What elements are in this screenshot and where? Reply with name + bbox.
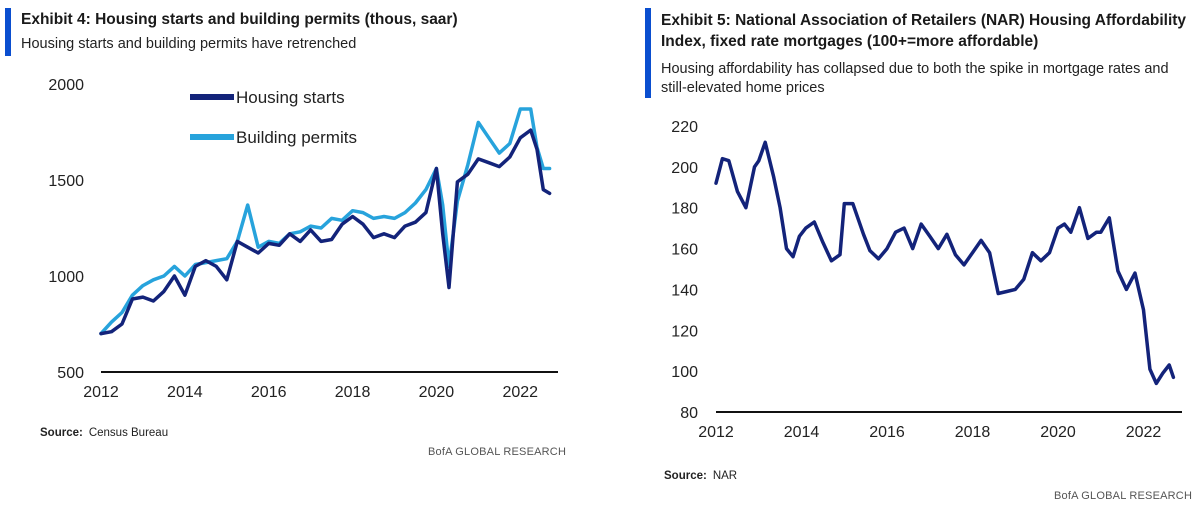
series-line-housing-starts — [99, 128, 552, 336]
x-tick-label: 2022 — [502, 384, 538, 401]
y-tick-label: 2000 — [48, 77, 84, 94]
legend-label: Housing starts — [236, 88, 345, 107]
x-tick-label: 2016 — [251, 384, 287, 401]
source-label: Source: — [664, 470, 707, 482]
series-line-nar-housing-affordability-index — [714, 140, 1176, 386]
exhibit-4-title: Exhibit 4: Housing starts and building p… — [21, 11, 458, 28]
series-line-building-permits — [99, 107, 552, 336]
x-tick-label: 2012 — [83, 384, 119, 401]
x-tick-label: 2018 — [955, 424, 991, 441]
source-text: Census Bureau — [88, 427, 169, 439]
x-tick-label: 2020 — [419, 384, 455, 401]
source-label: Source: — [40, 427, 83, 439]
exhibit-4-panel: Exhibit 4: Housing starts and building p… — [0, 0, 580, 509]
y-tick-label: 220 — [671, 119, 698, 136]
exhibit-5-subtitle: Housing affordability has collapsed due … — [661, 61, 1169, 96]
exhibit-4-subtitle: Housing starts and building permits have… — [21, 36, 357, 52]
exhibit-5-source: Source: NAR — [664, 470, 737, 482]
x-tick-label: 2012 — [698, 424, 734, 441]
x-tick-label: 2020 — [1040, 424, 1076, 441]
legend-label: Building permits — [236, 128, 357, 147]
y-tick-label: 140 — [671, 282, 698, 299]
accent-bar — [645, 8, 651, 98]
y-tick-label: 180 — [671, 201, 698, 218]
affordability-chart: 80 100 120 140 160 180 200 220 2012 2014 2016 2018 2… — [671, 119, 1182, 441]
y-tick-label: 1000 — [48, 269, 84, 286]
x-tick-label: 2018 — [335, 384, 371, 401]
y-tick-label: 1500 — [48, 173, 84, 190]
x-tick-label: 2016 — [869, 424, 905, 441]
exhibit-5-brand: BofA GLOBAL RESEARCH — [1054, 490, 1193, 502]
source-text: NAR — [712, 470, 738, 482]
x-tick-label: 2014 — [167, 384, 203, 401]
exhibit-5-title: Exhibit 5: National Association of Retai… — [661, 12, 1187, 50]
y-tick-label: 120 — [671, 323, 698, 340]
y-tick-label: 160 — [671, 242, 698, 259]
x-tick-label: 2014 — [784, 424, 820, 441]
y-tick-label: 100 — [671, 364, 698, 381]
y-tick-label: 80 — [680, 405, 698, 422]
y-tick-label: 200 — [671, 160, 698, 177]
y-tick-label: 500 — [57, 365, 84, 382]
exhibit-4-source: Source: Census Bureau — [40, 427, 168, 439]
exhibit-4-brand: BofA GLOBAL RESEARCH — [428, 446, 567, 458]
exhibit-5-panel: Exhibit 5: National Association of Retai… — [640, 0, 1200, 509]
housing-starts-chart: 500 1000 1500 2000 2012 2014 2016 2018 2020 2022 H… — [48, 77, 558, 401]
accent-bar — [5, 8, 11, 56]
x-tick-label: 2022 — [1126, 424, 1162, 441]
